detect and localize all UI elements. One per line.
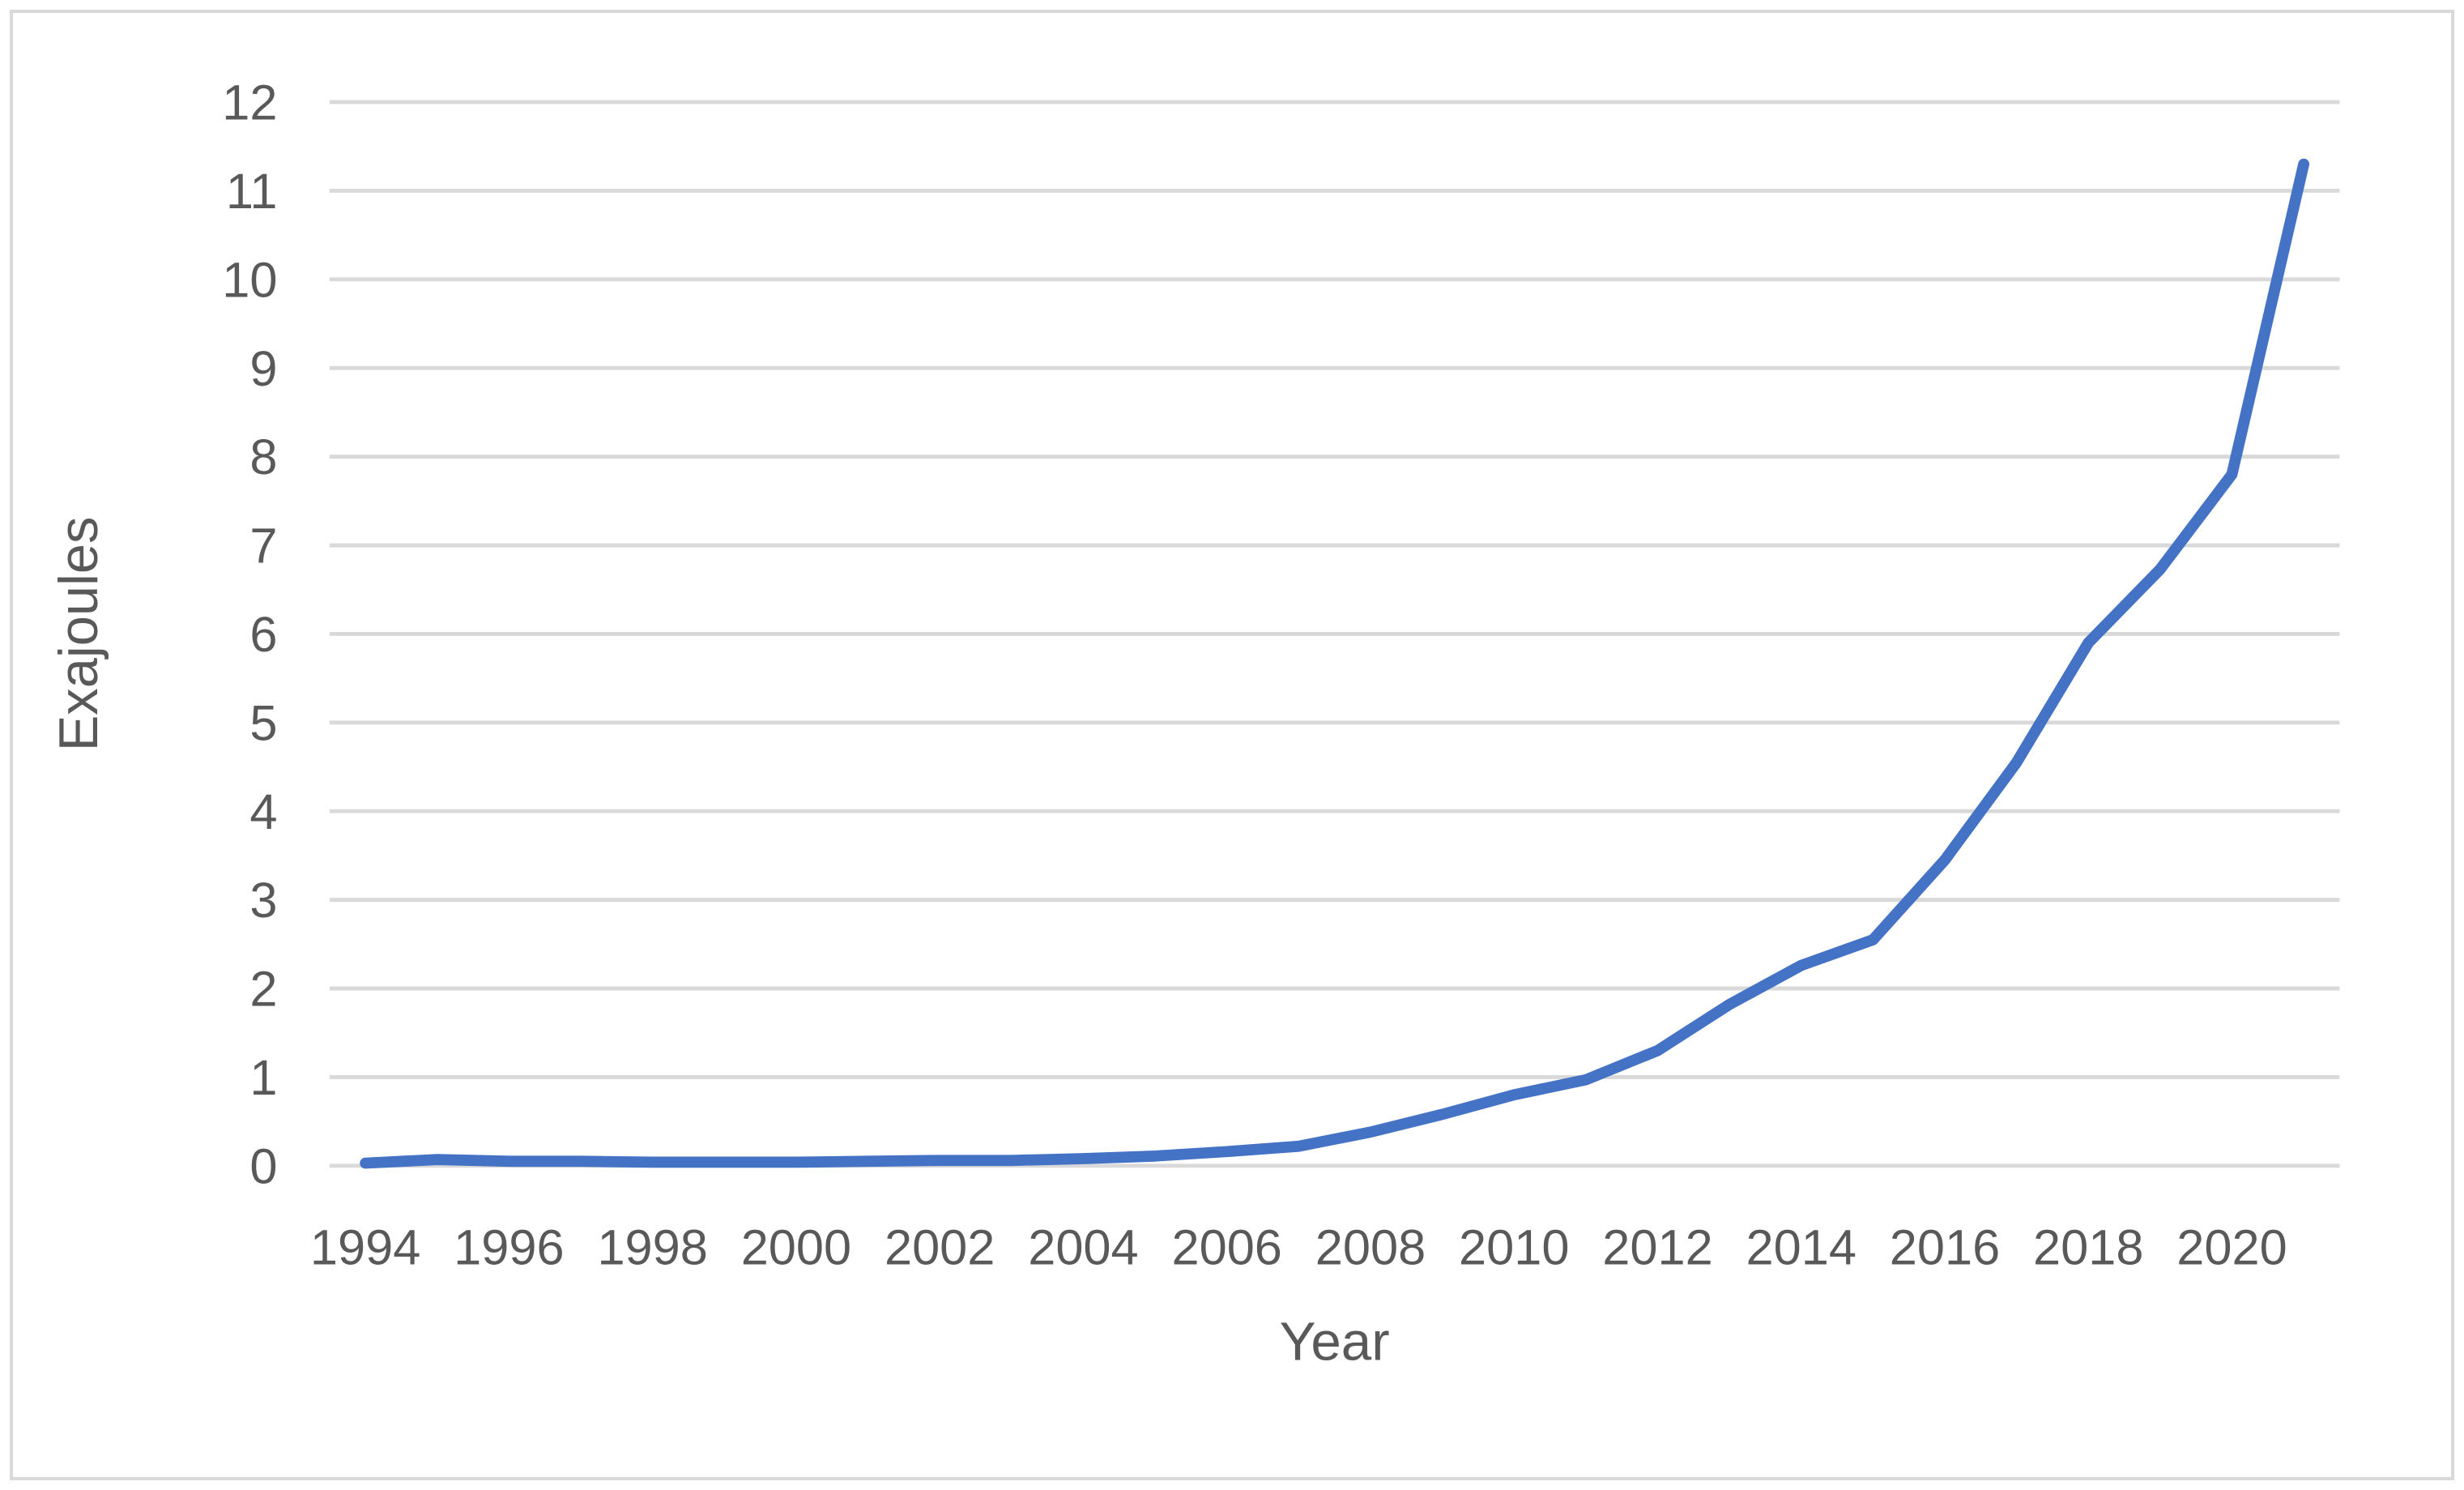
- data-series-line: [360, 158, 2310, 1169]
- y-tick-label: 4: [249, 784, 277, 839]
- y-tick-label: 3: [249, 873, 277, 928]
- y-tick-label: 9: [249, 341, 277, 396]
- x-tick-label: 2016: [1890, 1220, 2000, 1275]
- x-tick-label: 2012: [1602, 1220, 1712, 1275]
- y-tick-label: 5: [249, 696, 277, 751]
- y-axis-title: Exajoules: [49, 517, 109, 752]
- x-tick-label: 1994: [310, 1220, 420, 1275]
- y-tick-label: 12: [222, 75, 277, 130]
- x-tick-label: 2018: [2033, 1220, 2143, 1275]
- y-tick-label: 0: [249, 1139, 277, 1194]
- x-tick-label: 2020: [2176, 1220, 2287, 1275]
- x-tick-label: 2008: [1315, 1220, 1426, 1275]
- x-tick-label: 2010: [1459, 1220, 1569, 1275]
- x-tick-label: 2002: [885, 1220, 995, 1275]
- series-layer: [360, 158, 2310, 1169]
- chart-frame: 0 1 2 3 4 5 6 7 8 9 10 11 12 1994 1996 1998 2000 2002 2004…: [10, 10, 2454, 1480]
- x-tick-label: 2004: [1028, 1220, 1138, 1275]
- x-tick-label: 2006: [1171, 1220, 1281, 1275]
- x-tick-label: 1996: [454, 1220, 564, 1275]
- y-tick-label: 6: [249, 607, 277, 662]
- x-axis-title: Year: [1280, 1312, 1390, 1373]
- y-tick-label: 7: [249, 519, 277, 574]
- x-tick-label: 2014: [1746, 1220, 1857, 1275]
- y-tick-label: 11: [226, 164, 278, 219]
- y-tick-label: 2: [249, 962, 277, 1017]
- y-tick-label: 8: [249, 429, 277, 485]
- x-tick-label: 1998: [597, 1220, 707, 1275]
- y-tick-label: 10: [222, 253, 277, 308]
- y-tick-label: 1: [249, 1050, 277, 1105]
- x-tick-label: 2000: [741, 1220, 851, 1275]
- gridlines-layer: [329, 100, 2340, 1168]
